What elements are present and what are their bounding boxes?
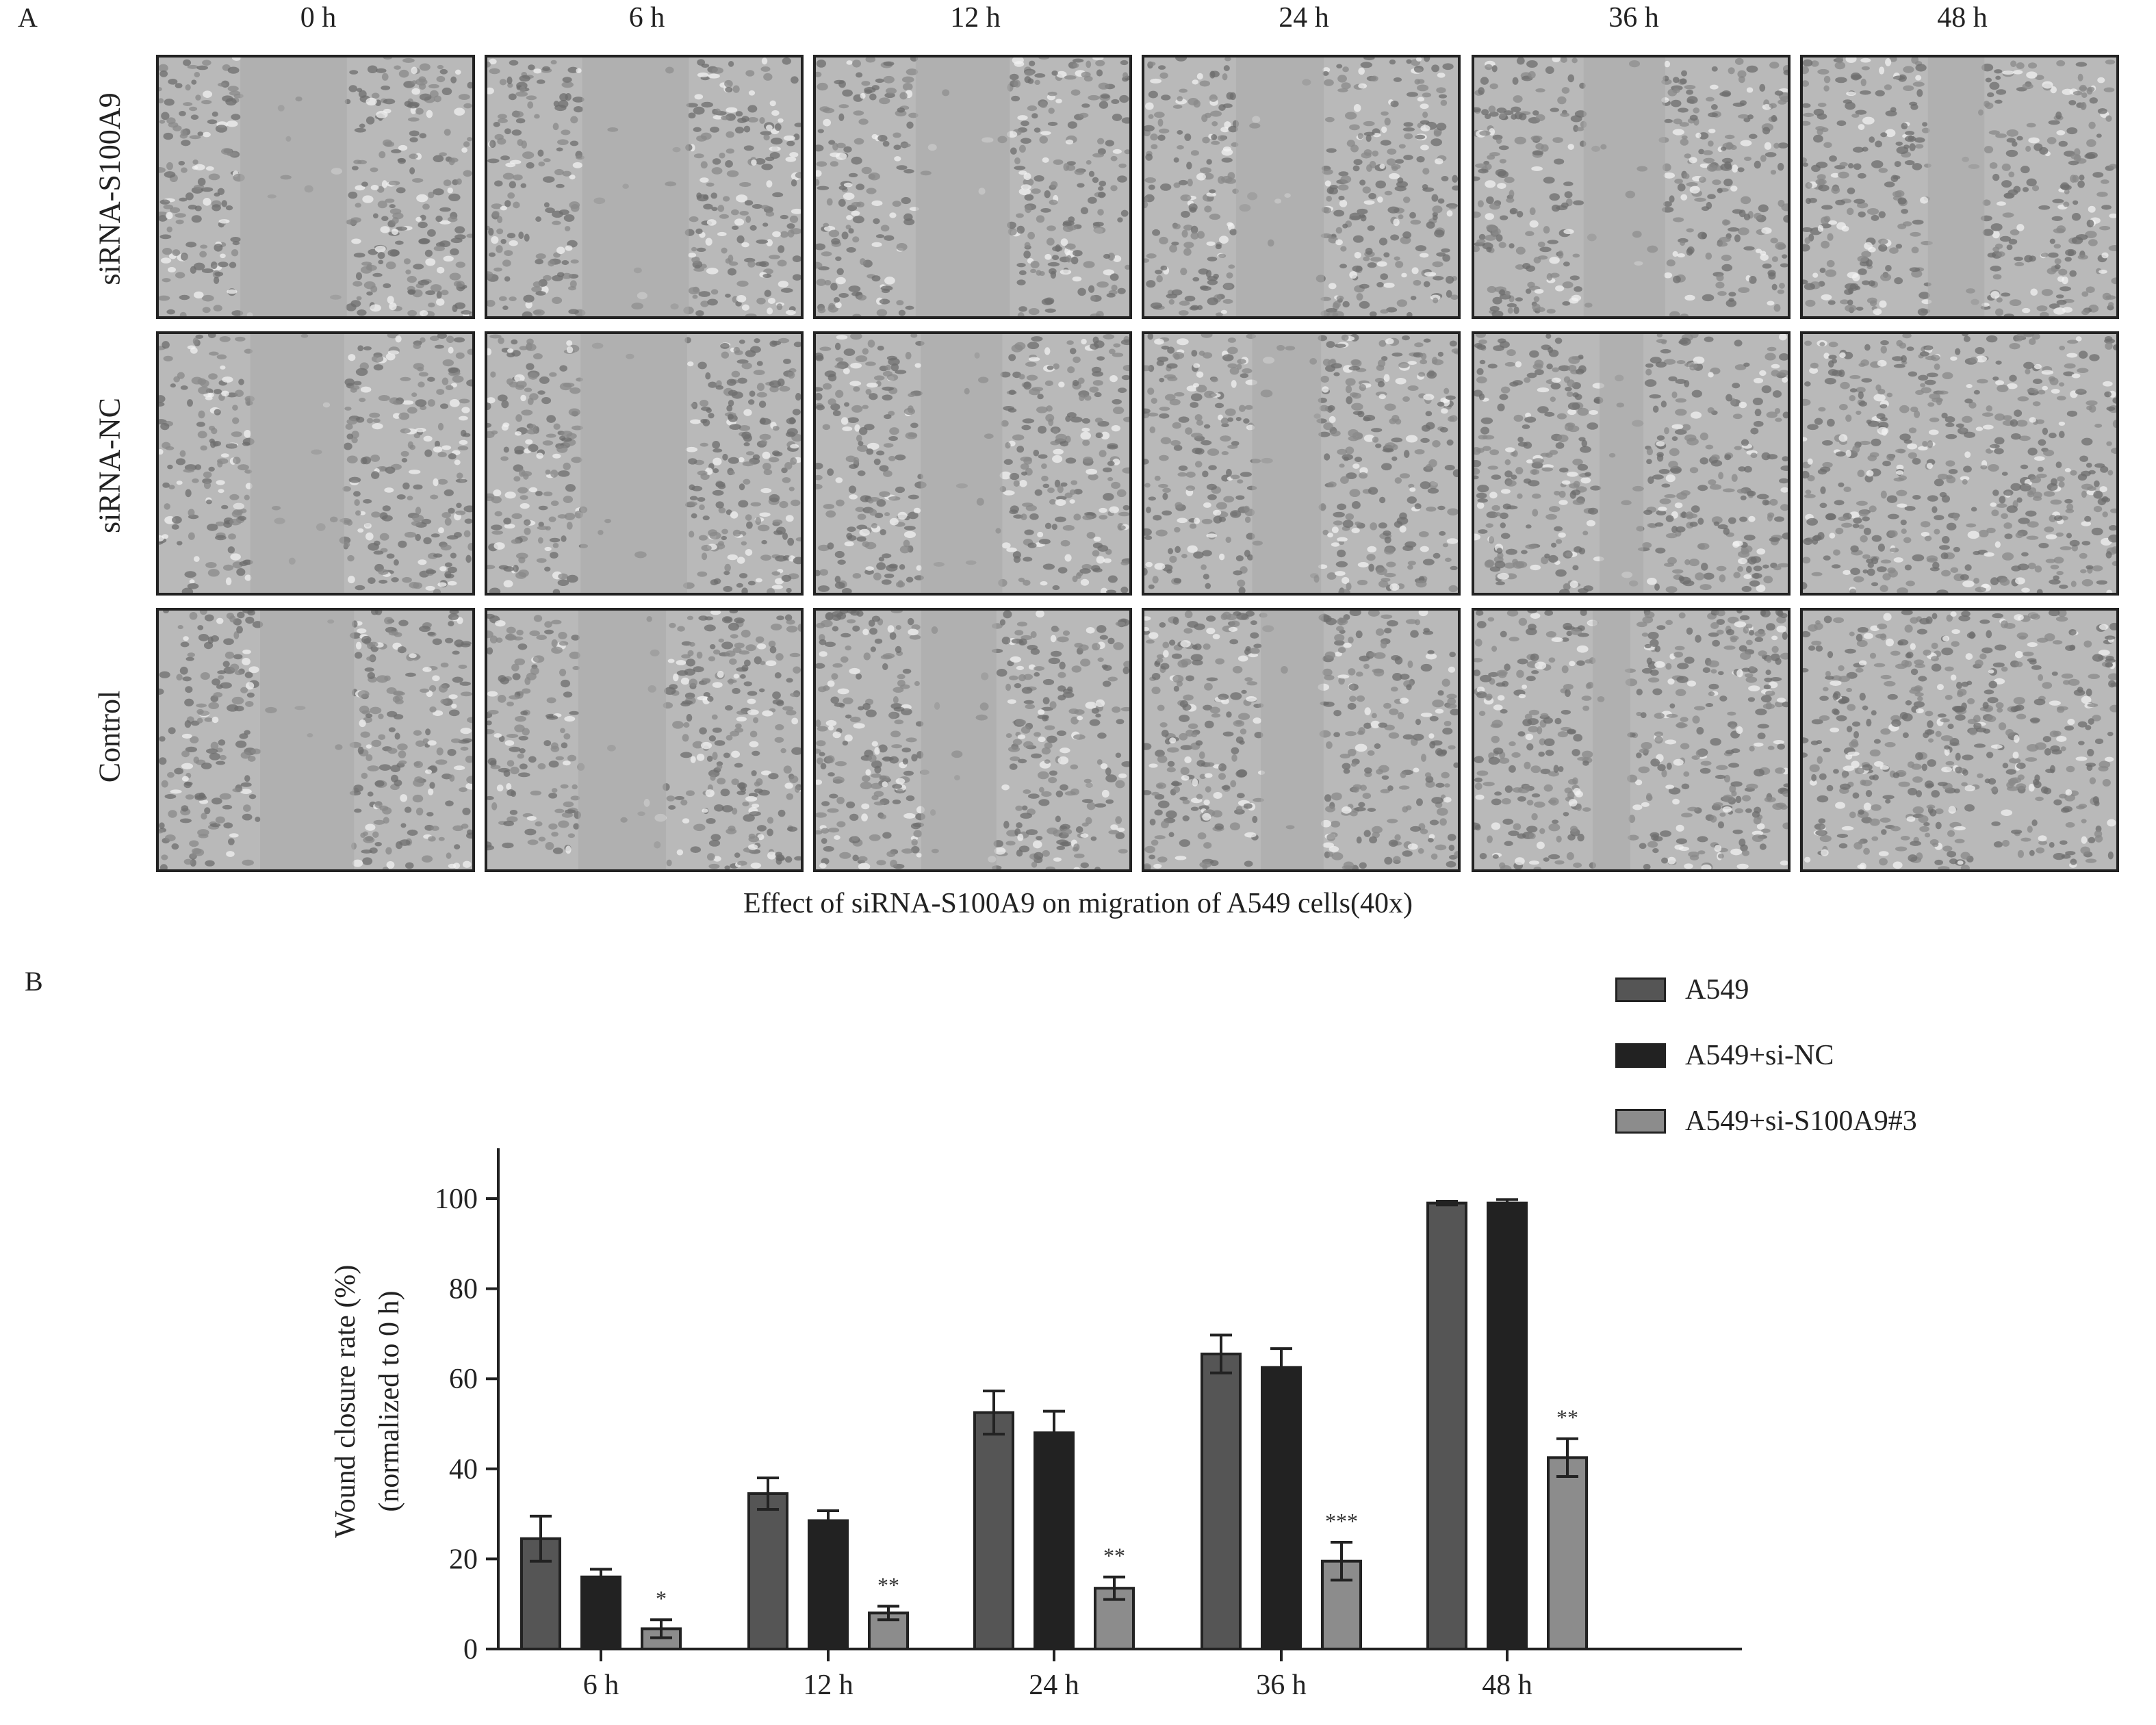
column-header-36h: 36 h — [1608, 2, 1659, 34]
bar-3-1 — [1261, 1366, 1302, 1650]
y-tick-label-100: 100 — [435, 1184, 478, 1215]
x-tick-label-0: 6 h — [583, 1670, 619, 1701]
y-tick-label-40: 40 — [449, 1454, 478, 1485]
micrograph-0-1 — [485, 55, 804, 319]
micrograph-2-0 — [156, 608, 475, 872]
column-header-12h: 12 h — [950, 2, 1001, 34]
bar-4-2 — [1547, 1456, 1588, 1651]
micrograph-2-3 — [1142, 608, 1461, 872]
micrograph-1-0 — [156, 331, 475, 596]
micrograph-1-3 — [1142, 331, 1461, 596]
micrograph-2-2 — [813, 608, 1132, 872]
significance-0-2: * — [656, 1586, 667, 1611]
legend-label-a549: A549 — [1685, 974, 1749, 1006]
figure-caption: Effect of siRNA-S100A9 on migration of A… — [743, 888, 1413, 919]
significance-4-2: ** — [1556, 1405, 1578, 1430]
bar-2-0 — [973, 1411, 1014, 1651]
micrograph-1-2 — [813, 331, 1132, 596]
column-header-48h: 48 h — [1937, 2, 1988, 34]
bar-1-0 — [747, 1492, 788, 1650]
bar-1-1 — [808, 1519, 849, 1650]
column-header-0h: 0 h — [300, 2, 337, 34]
micrograph-0-3 — [1142, 55, 1461, 319]
significance-2-2: ** — [1103, 1544, 1125, 1568]
x-tick-label-1: 12 h — [803, 1670, 854, 1701]
legend-item-a549-si-s100a9: A549+si-S100A9#3 — [1615, 1102, 2094, 1143]
bar-4-0 — [1426, 1201, 1467, 1650]
micrograph-0-5 — [1800, 55, 2119, 319]
legend-label-a549-si-nc: A549+si-NC — [1685, 1040, 1834, 1071]
micrograph-0-2 — [813, 55, 1132, 319]
micrograph-0-4 — [1472, 55, 1791, 319]
significance-1-2: ** — [877, 1572, 899, 1597]
legend-label-a549-si-s100a9: A549+si-S100A9#3 — [1685, 1106, 1917, 1137]
bar-2-1 — [1034, 1431, 1075, 1650]
micrograph-1-5 — [1800, 331, 2119, 596]
y-tick-label-20: 20 — [449, 1544, 478, 1575]
micrograph-2-5 — [1800, 608, 2119, 872]
y-tick-label-60: 60 — [449, 1364, 478, 1395]
micrograph-1-4 — [1472, 331, 1791, 596]
y-tick-label-80: 80 — [449, 1274, 478, 1305]
x-tick-label-4: 48 h — [1482, 1670, 1532, 1701]
bar-4-1 — [1487, 1201, 1528, 1650]
legend-swatch-a549-si-s100a9 — [1615, 1109, 1666, 1134]
legend-swatch-a549-si-nc — [1615, 1043, 1666, 1068]
x-tick-label-2: 24 h — [1029, 1670, 1079, 1701]
x-tick-label-3: 36 h — [1256, 1670, 1307, 1701]
micrograph-2-1 — [485, 608, 804, 872]
column-header-6h: 6 h — [628, 2, 665, 34]
micrograph-0-0 — [156, 55, 475, 319]
y-axis-label-line1: Wound closure rate (%) — [330, 1265, 361, 1538]
significance-3-2: *** — [1325, 1509, 1358, 1533]
legend-item-a549: A549 — [1615, 971, 2094, 1012]
y-tick-label-0: 0 — [463, 1634, 478, 1665]
bar-0-1 — [580, 1575, 621, 1650]
micrograph-2-4 — [1472, 608, 1791, 872]
column-header-24h: 24 h — [1279, 2, 1329, 34]
y-axis-label-line2: (normalized to 0 h) — [374, 1291, 405, 1512]
bar-3-0 — [1201, 1353, 1242, 1650]
panel-a-label: A — [18, 2, 38, 33]
chart-marks: 0 20 40 60 80 100 Wound closure rate (%) (norma… — [330, 1148, 1742, 1701]
micrograph-1-1 — [485, 331, 804, 596]
panel-b-label: B — [25, 966, 43, 997]
legend-swatch-a549 — [1615, 978, 1666, 1002]
legend-item-a549-si-nc: A549+si-NC — [1615, 1036, 2094, 1077]
